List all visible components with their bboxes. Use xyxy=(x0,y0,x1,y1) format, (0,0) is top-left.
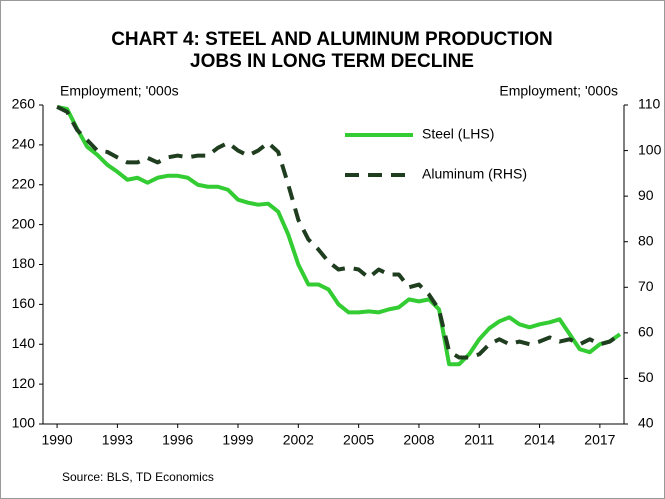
legend-label: Aluminum (RHS) xyxy=(422,166,527,182)
y-tick-label: 260 xyxy=(12,96,36,112)
y-tick-label: 100 xyxy=(12,415,36,431)
x-tick-label: 1996 xyxy=(162,432,193,448)
source: Source: BLS, TD Economics xyxy=(62,470,214,484)
x-tick-label: 1990 xyxy=(41,432,72,448)
chart-title: CHART 4: STEEL AND ALUMINUM PRODUCTION xyxy=(111,29,553,50)
y2-tick-label: 40 xyxy=(638,415,654,431)
x-tick-label: 2014 xyxy=(524,432,555,448)
x-tick-label: 2005 xyxy=(343,432,374,448)
x-tick-label: 2008 xyxy=(403,432,434,448)
chart-title: JOBS IN LONG TERM DECLINE xyxy=(190,51,474,72)
y-tick-label: 160 xyxy=(12,295,36,311)
x-tick-label: 2011 xyxy=(464,432,494,448)
y2-tick-label: 60 xyxy=(638,324,654,340)
legend-label: Steel (LHS) xyxy=(422,126,494,142)
series-line xyxy=(56,105,622,360)
y-tick-label: 180 xyxy=(12,255,36,271)
y2-axis-label: Employment; '000s xyxy=(499,83,618,99)
x-tick-label: 2002 xyxy=(283,432,314,448)
y2-tick-label: 80 xyxy=(638,232,654,248)
series-line xyxy=(56,105,622,367)
x-tick-label: 2017 xyxy=(584,432,615,448)
y-tick-label: 200 xyxy=(12,215,36,231)
y-tick-label: 120 xyxy=(12,375,36,391)
y2-tick-label: 100 xyxy=(638,141,662,157)
x-tick-label: 1999 xyxy=(222,432,253,448)
y-tick-label: 220 xyxy=(12,175,36,191)
y-axis-label: Employment; '000s xyxy=(60,83,179,99)
y2-tick-label: 50 xyxy=(638,369,654,385)
y-tick-label: 240 xyxy=(12,136,36,152)
x-tick-label: 1993 xyxy=(102,432,133,448)
y2-tick-label: 90 xyxy=(638,187,654,203)
y2-tick-label: 110 xyxy=(638,96,661,112)
y-tick-label: 140 xyxy=(12,335,36,351)
y2-tick-label: 70 xyxy=(638,278,654,294)
